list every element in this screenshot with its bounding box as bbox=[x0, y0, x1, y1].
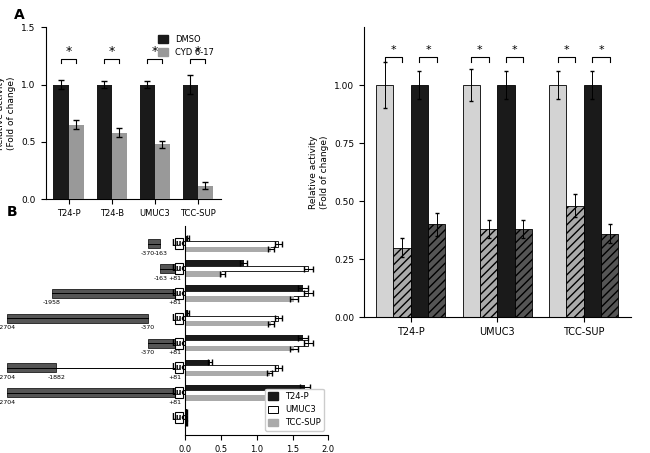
Bar bbox=[183, 85, 198, 199]
Text: -2704: -2704 bbox=[0, 325, 16, 330]
FancyBboxPatch shape bbox=[175, 238, 183, 249]
Bar bbox=[185, 346, 294, 351]
Bar bbox=[140, 85, 155, 199]
Text: *: * bbox=[564, 45, 569, 55]
FancyBboxPatch shape bbox=[175, 263, 183, 274]
Bar bbox=[185, 246, 271, 252]
Bar bbox=[185, 236, 188, 241]
Text: -370: -370 bbox=[140, 251, 155, 256]
Text: *: * bbox=[425, 45, 431, 55]
Bar bbox=[376, 85, 393, 317]
Bar bbox=[97, 85, 112, 199]
Bar bbox=[185, 390, 308, 395]
Text: Luc: Luc bbox=[172, 239, 187, 248]
Bar bbox=[601, 234, 618, 317]
FancyBboxPatch shape bbox=[175, 362, 183, 373]
Text: -2704: -2704 bbox=[0, 375, 16, 380]
Text: -163: -163 bbox=[153, 251, 167, 256]
Bar bbox=[185, 415, 187, 420]
Bar bbox=[185, 360, 210, 365]
Bar bbox=[57, 363, 175, 372]
Bar bbox=[185, 395, 294, 401]
Text: Luc: Luc bbox=[172, 289, 187, 298]
Text: -163: -163 bbox=[153, 275, 167, 280]
Text: A: A bbox=[14, 8, 25, 22]
Bar bbox=[185, 420, 187, 426]
Bar bbox=[185, 260, 244, 266]
Text: B: B bbox=[6, 205, 17, 219]
Text: Luc: Luc bbox=[172, 314, 187, 323]
Text: +81: +81 bbox=[168, 375, 181, 380]
Text: *: * bbox=[151, 45, 158, 58]
Bar bbox=[6, 314, 148, 323]
Y-axis label: Relative activity
(Fold of change): Relative activity (Fold of change) bbox=[309, 135, 329, 209]
Bar bbox=[185, 316, 278, 321]
Bar bbox=[148, 339, 175, 347]
Bar bbox=[566, 206, 584, 317]
Bar bbox=[161, 264, 175, 273]
Bar bbox=[155, 144, 170, 199]
Bar bbox=[185, 321, 271, 327]
Text: *: * bbox=[195, 45, 201, 58]
Text: *: * bbox=[477, 45, 483, 55]
FancyBboxPatch shape bbox=[175, 387, 183, 398]
Bar bbox=[198, 186, 213, 199]
Bar bbox=[185, 385, 306, 390]
Bar bbox=[515, 229, 532, 317]
Bar bbox=[411, 85, 428, 317]
Bar bbox=[185, 266, 308, 271]
Text: -1882: -1882 bbox=[47, 375, 65, 380]
Text: -2704: -2704 bbox=[0, 400, 16, 405]
Bar bbox=[185, 291, 308, 296]
Text: +81: +81 bbox=[168, 400, 181, 405]
Bar bbox=[185, 285, 303, 291]
Text: *: * bbox=[391, 45, 396, 55]
Y-axis label: Relative activity
(Fold of change): Relative activity (Fold of change) bbox=[0, 77, 16, 150]
Bar bbox=[497, 85, 515, 317]
Bar bbox=[185, 365, 278, 371]
Text: -370: -370 bbox=[140, 325, 155, 330]
Bar bbox=[393, 247, 411, 317]
Bar bbox=[480, 229, 497, 317]
Text: -370: -370 bbox=[140, 350, 155, 355]
Bar bbox=[51, 289, 175, 298]
Bar bbox=[185, 371, 270, 376]
Bar bbox=[6, 388, 175, 397]
FancyBboxPatch shape bbox=[175, 288, 183, 299]
FancyBboxPatch shape bbox=[175, 412, 183, 423]
Text: *: * bbox=[512, 45, 517, 55]
Text: Luc: Luc bbox=[172, 338, 187, 347]
Bar bbox=[428, 224, 445, 317]
Bar bbox=[584, 85, 601, 317]
FancyBboxPatch shape bbox=[175, 313, 183, 324]
Bar bbox=[549, 85, 566, 317]
Text: *: * bbox=[598, 45, 604, 55]
FancyBboxPatch shape bbox=[175, 337, 183, 348]
Bar bbox=[185, 296, 294, 302]
Bar bbox=[185, 241, 278, 246]
Text: -1958: -1958 bbox=[43, 300, 60, 305]
Legend: T24-P, UMUC3, TCC-SUP: T24-P, UMUC3, TCC-SUP bbox=[265, 389, 324, 431]
Bar bbox=[463, 85, 480, 317]
Bar bbox=[148, 239, 161, 248]
Legend: DMSO, CYD 6-17: DMSO, CYD 6-17 bbox=[155, 31, 217, 60]
Bar bbox=[6, 363, 57, 372]
Bar bbox=[185, 410, 187, 415]
Text: Luc: Luc bbox=[172, 413, 187, 422]
Text: Luc: Luc bbox=[172, 264, 187, 273]
Text: +81: +81 bbox=[168, 350, 181, 355]
Bar bbox=[185, 271, 222, 277]
Bar bbox=[112, 133, 127, 199]
Bar bbox=[53, 85, 68, 199]
Text: *: * bbox=[66, 45, 72, 58]
Text: Luc: Luc bbox=[172, 388, 187, 397]
Bar bbox=[185, 310, 188, 316]
Bar bbox=[185, 335, 303, 340]
Bar bbox=[185, 340, 308, 346]
Text: +81: +81 bbox=[168, 300, 181, 305]
Text: +81: +81 bbox=[168, 275, 181, 280]
Text: Luc: Luc bbox=[172, 363, 187, 372]
Bar bbox=[68, 125, 84, 199]
Text: *: * bbox=[109, 45, 115, 58]
